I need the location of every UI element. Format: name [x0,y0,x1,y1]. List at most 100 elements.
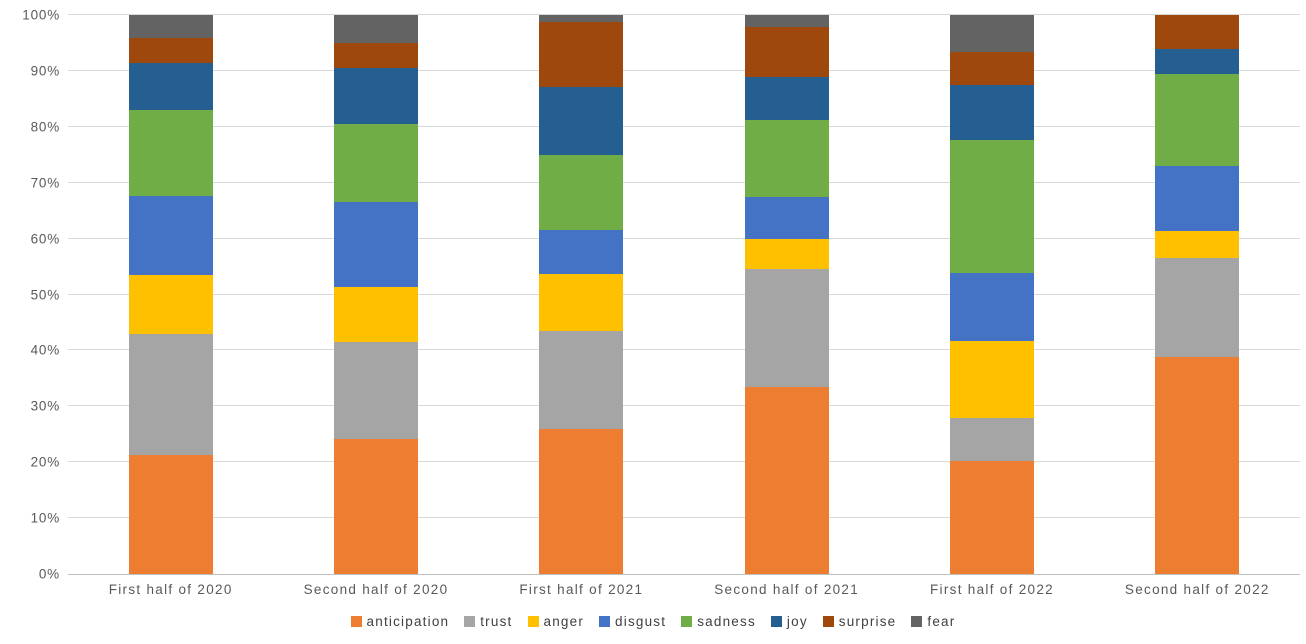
segment-sadness [744,120,829,197]
segment-joy [949,84,1034,140]
segment-disgust [1155,165,1240,232]
gridline [68,293,1300,295]
bar-slot [1095,15,1300,574]
segment-disgust [744,196,829,239]
gridline [68,405,1300,407]
legend-swatch-anticipation [350,616,362,627]
segment-fear [744,15,829,28]
bars-layer [68,15,1300,574]
legend-item-joy: joy [770,614,808,629]
bar-slot [684,15,889,574]
y-tick-label: 10% [30,510,60,526]
y-tick-label: 20% [30,454,60,470]
legend-item-fear: fear [911,614,955,629]
segment-sadness [333,124,418,202]
legend-swatch-fear [911,616,923,627]
legend-label: surprise [838,614,897,629]
y-tick-label: 60% [30,231,60,247]
segment-anticipation [333,439,418,574]
segment-fear [539,15,624,23]
segment-sadness [128,110,213,196]
segment-surprise [1155,15,1240,49]
legend-label: disgust [615,614,667,629]
bar-slot [68,15,273,574]
segment-surprise [128,37,213,64]
stacked-bar [949,15,1034,574]
y-tick-label: 80% [30,119,60,135]
y-tick-label: 50% [30,287,60,302]
segment-sadness [949,139,1034,273]
gridline [68,517,1300,519]
y-tick-label: 30% [30,398,60,414]
segment-anger [949,341,1034,418]
y-tick-label: 90% [30,63,60,79]
segment-joy [333,68,418,125]
legend-item-trust: trust [464,614,512,629]
bar-slot [479,15,684,574]
y-tick-label: 40% [30,342,60,358]
segment-anticipation [1155,357,1240,574]
segment-anger [128,274,213,334]
segment-trust [128,333,213,455]
legend: anticipation trust anger disgust sadness joy s… [0,614,1306,629]
x-category-label: Second half of 2021 [714,582,860,597]
segment-anger [1155,231,1240,259]
stacked-bar [128,15,213,574]
stacked-bar [744,15,829,574]
segment-fear [333,15,418,43]
legend-swatch-disgust [599,616,611,627]
segment-surprise [949,51,1034,85]
legend-item-anger: anger [527,614,585,629]
segment-anticipation [128,454,213,574]
segment-sadness [539,154,624,230]
segment-disgust [539,229,624,274]
segment-disgust [128,195,213,275]
segment-fear [128,15,213,38]
x-category-label: Second half of 2022 [1124,582,1270,597]
segment-joy [744,77,829,121]
y-tick-label: 0% [38,566,60,582]
legend-swatch-joy [770,616,782,627]
segment-sadness [1155,73,1240,166]
segment-anticipation [539,429,624,574]
segment-joy [539,87,624,155]
stacked-bar [539,15,624,574]
gridline [68,181,1300,183]
legend-swatch-sadness [681,616,693,627]
x-category-label: First half of 2022 [930,582,1054,597]
gridline [68,125,1300,127]
segment-disgust [949,272,1034,342]
legend-label: joy [786,614,808,629]
segment-trust [539,330,624,430]
segment-anger [744,238,829,269]
legend-item-surprise: surprise [822,614,897,629]
x-category-label: First half of 2021 [519,582,644,597]
gridline [68,349,1300,351]
legend-item-anticipation: anticipation [350,614,450,629]
y-tick-label: 100% [22,7,60,23]
legend-item-sadness: sadness [681,614,756,629]
x-axis-line [68,574,1300,575]
x-category-label: Second half of 2020 [303,582,449,597]
segment-joy [128,63,213,111]
segment-trust [744,268,829,387]
legend-label: fear [927,614,956,629]
x-axis: First half of 2020 Second half of 2020 Fir… [68,582,1300,597]
segment-trust [333,342,418,440]
gridline [68,461,1300,463]
segment-trust [949,417,1034,462]
bar-slot [273,15,478,574]
legend-swatch-trust [464,616,476,627]
segment-joy [1155,48,1240,74]
segment-trust [1155,258,1240,358]
stacked-bar [333,15,418,574]
segment-anger [333,287,418,343]
plot-area [68,14,1300,575]
legend-label: anger [543,614,585,629]
segment-surprise [539,22,624,88]
gridline [68,14,1300,15]
x-category-label: First half of 2020 [108,582,233,597]
legend-label: trust [480,614,513,629]
bar-slot [889,15,1094,574]
